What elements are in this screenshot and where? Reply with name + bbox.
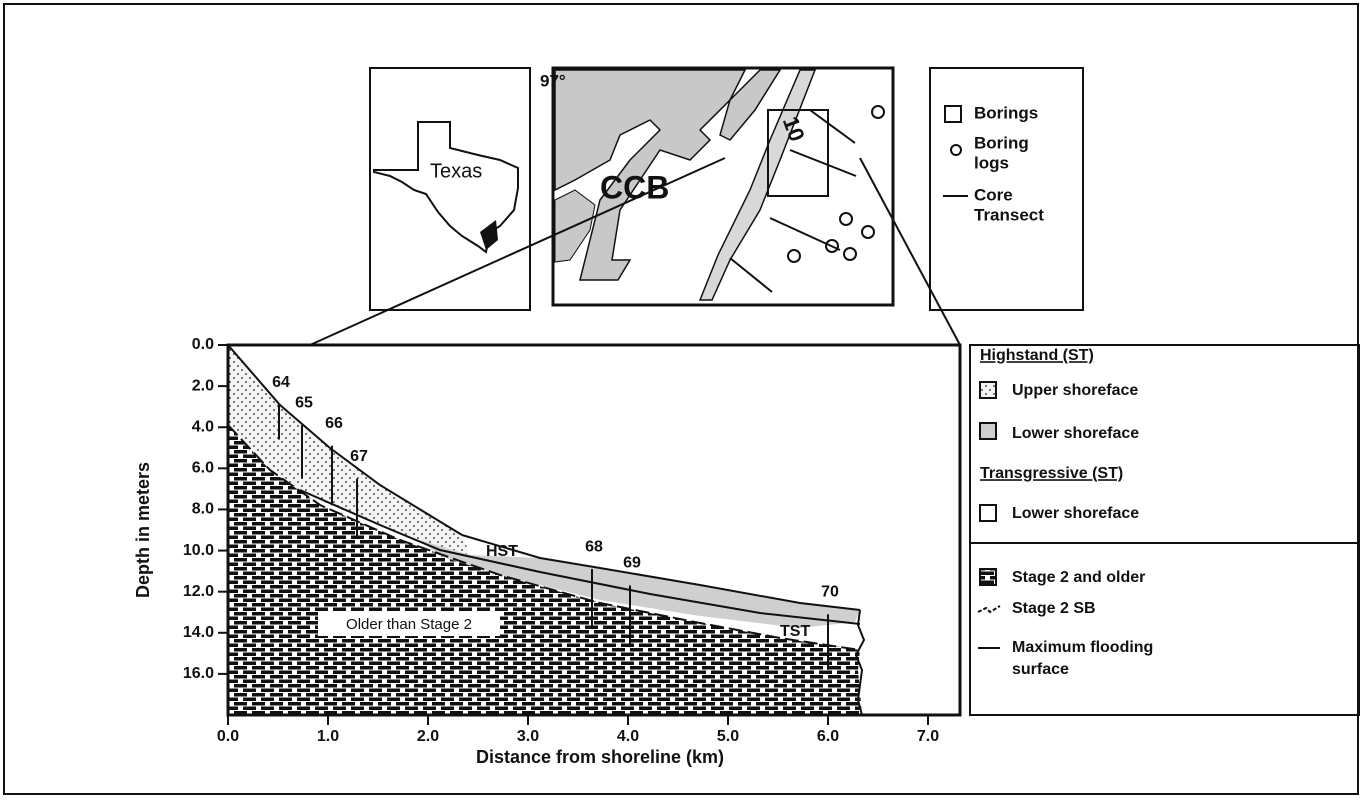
y-tick-label: 8.0 bbox=[192, 501, 214, 518]
legend-swatch bbox=[951, 145, 961, 155]
y-tick-label: 2.0 bbox=[192, 377, 214, 394]
x-tick-label: 4.0 bbox=[617, 728, 639, 745]
legend-swatch bbox=[980, 505, 996, 521]
figure: Texas 97° CCB 10 BoringsBoringlogsCoreTr… bbox=[0, 0, 1364, 800]
y-tick-label: 16.0 bbox=[183, 665, 214, 682]
legend-label: Maximum flooding bbox=[1012, 639, 1153, 656]
legend-swatch bbox=[945, 106, 961, 122]
borehole-label: 68 bbox=[585, 538, 603, 555]
legend-swatch bbox=[978, 606, 1000, 612]
legend-label: Stage 2 SB bbox=[1012, 600, 1096, 617]
x-tick-label: 6.0 bbox=[817, 728, 839, 745]
borehole-label: 64 bbox=[272, 374, 290, 391]
legend-label: Stage 2 and older bbox=[1012, 569, 1145, 586]
borehole-label: 65 bbox=[295, 394, 313, 411]
borehole-label: 66 bbox=[325, 415, 343, 432]
legend-label: Lower shoreface bbox=[1012, 425, 1139, 442]
x-tick-label: 2.0 bbox=[417, 728, 439, 745]
annotation: TST bbox=[780, 623, 810, 640]
x-tick-label: 7.0 bbox=[917, 728, 939, 745]
borehole-label: 70 bbox=[821, 583, 839, 600]
y-tick-label: 0.0 bbox=[192, 336, 214, 353]
legend-swatch bbox=[980, 423, 996, 439]
annotation: HST bbox=[486, 543, 518, 560]
texas-map bbox=[370, 68, 530, 310]
x-tick-label: 3.0 bbox=[517, 728, 539, 745]
x-tick-label: 0.0 bbox=[217, 728, 239, 745]
legend-label: Upper shoreface bbox=[1012, 382, 1138, 399]
y-tick-label: 6.0 bbox=[192, 460, 214, 477]
y-tick-label: 14.0 bbox=[183, 624, 214, 641]
map-legend-label: Boring bbox=[974, 133, 1029, 152]
legend-heading: Transgressive (ST) bbox=[980, 465, 1123, 482]
legend-heading: Highstand (ST) bbox=[980, 347, 1094, 364]
x-tick-label: 5.0 bbox=[717, 728, 739, 745]
x-tick-label: 1.0 bbox=[317, 728, 339, 745]
map-legend-label: Transect bbox=[974, 205, 1044, 224]
y-tick-label: 4.0 bbox=[192, 418, 214, 435]
map-legend-label: Borings bbox=[974, 103, 1038, 122]
map-legend-label: logs bbox=[974, 153, 1009, 172]
page: { "maps": { "longitude": "97°", "texas_l… bbox=[0, 0, 1364, 800]
longitude-label: 97° bbox=[540, 71, 566, 90]
legend-swatch bbox=[980, 569, 996, 585]
borehole-label: 69 bbox=[623, 555, 641, 572]
x-axis-title: Distance from shoreline (km) bbox=[476, 747, 724, 767]
annotation: Older than Stage 2 bbox=[346, 616, 472, 633]
y-tick-label: 12.0 bbox=[183, 583, 214, 600]
legend-swatch bbox=[980, 382, 996, 398]
legend-label: surface bbox=[1012, 661, 1069, 678]
map-label: Texas bbox=[430, 160, 482, 182]
borehole-label: 67 bbox=[350, 448, 368, 465]
legend-label: Lower shoreface bbox=[1012, 505, 1139, 522]
y-axis-title: Depth in meters bbox=[133, 462, 153, 598]
section-layers bbox=[228, 345, 864, 715]
y-tick-label: 10.0 bbox=[183, 542, 214, 559]
map-legend-label: Core bbox=[974, 185, 1013, 204]
